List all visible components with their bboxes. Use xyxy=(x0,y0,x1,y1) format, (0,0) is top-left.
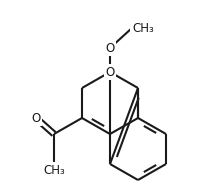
Text: O: O xyxy=(105,65,115,79)
Text: CH₃: CH₃ xyxy=(43,164,65,177)
Text: O: O xyxy=(105,41,115,55)
Text: CH₃: CH₃ xyxy=(132,22,154,35)
Text: O: O xyxy=(31,112,41,124)
